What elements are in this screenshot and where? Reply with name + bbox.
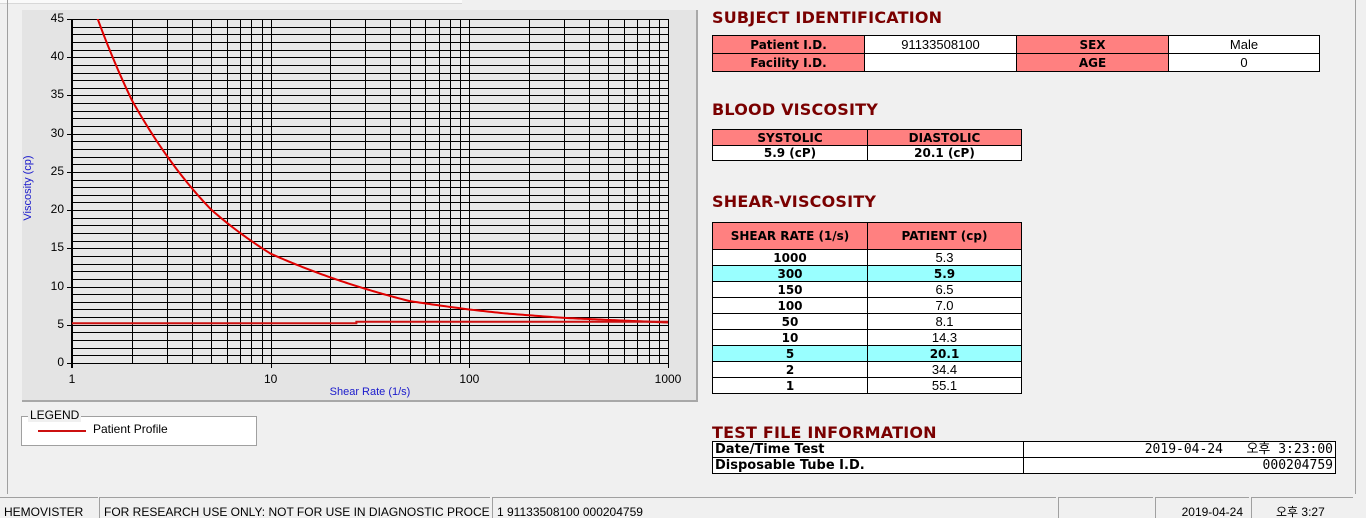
- facility-value: [864, 53, 1017, 72]
- patient-value-cell: 20.1: [867, 345, 1022, 362]
- shear-row: 300 5.9: [712, 265, 1022, 282]
- plot-area: [72, 19, 668, 363]
- sex-label: SEX: [1016, 35, 1169, 54]
- diastolic-value: 20.1 (cP): [867, 145, 1022, 161]
- shear-row: 50 8.1: [712, 313, 1022, 330]
- blood-title: BLOOD VISCOSITY: [712, 100, 879, 119]
- shear-rate-cell: 5: [712, 345, 868, 362]
- status-app: HEMOVISTER: [0, 497, 98, 518]
- legend-line-icon: [38, 430, 86, 432]
- grid: [67, 19, 669, 368]
- patient-value-cell: 8.1: [867, 313, 1022, 330]
- age-value: 0: [1168, 53, 1320, 72]
- x-tick-label: 100: [459, 372, 480, 386]
- datetime-value: 2019-04-24 오후 3:23:00: [1023, 441, 1336, 458]
- shear-row: 10 14.3: [712, 329, 1022, 346]
- y-tick-label: 45: [50, 11, 64, 25]
- patient-id-label: Patient I.D.: [712, 35, 865, 54]
- facility-label: Facility I.D.: [712, 53, 865, 72]
- shear-row: 5 20.1: [712, 345, 1022, 362]
- left-border: [7, 0, 8, 494]
- status-empty: [1058, 497, 1153, 518]
- shear-table: SHEAR RATE (1/s) PATIENT (cp) 1000 5.3 300 5…: [712, 222, 1022, 394]
- shear-rate-header: SHEAR RATE (1/s): [712, 222, 868, 250]
- shear-row: 1000 5.3: [712, 249, 1022, 266]
- y-tick-label: 15: [50, 240, 64, 255]
- status-date: 2019-04-24: [1155, 497, 1249, 518]
- shear-row: 2 34.4: [712, 361, 1022, 378]
- shear-title: SHEAR-VISCOSITY: [712, 192, 877, 211]
- top-strip: [0, 0, 462, 4]
- patient-id-value: 91133508100: [864, 35, 1017, 54]
- shear-rate-cell: 50: [712, 313, 868, 330]
- patient-profile-line: [96, 19, 668, 324]
- shear-rate-cell: 300: [712, 265, 868, 282]
- age-label: AGE: [1016, 53, 1169, 72]
- y-tick-label: 35: [50, 87, 64, 102]
- shear-rate-cell: 10: [712, 329, 868, 346]
- legend-title: LEGEND: [28, 408, 82, 422]
- y-tick-label: 10: [50, 278, 64, 293]
- shear-rate-cell: 2: [712, 361, 868, 378]
- viscosity-chart: [67, 19, 669, 368]
- y-tick-label: 20: [50, 202, 64, 217]
- y-tick-label: 5: [57, 316, 64, 331]
- subject-title: SUBJECT IDENTIFICATION: [712, 8, 943, 27]
- y-tick-label: 25: [50, 163, 64, 178]
- status-notice: FOR RESEARCH USE ONLY: NOT FOR USE IN DI…: [99, 497, 490, 518]
- shear-row: 150 6.5: [712, 281, 1022, 298]
- shear-rate-cell: 1000: [712, 249, 868, 266]
- y-tick-label: 0: [57, 355, 64, 369]
- patient-value-cell: 5.9: [867, 265, 1022, 282]
- patient-header: PATIENT (cp): [867, 222, 1022, 250]
- y-tick-label: 30: [50, 125, 64, 140]
- patient-value-cell: 55.1: [867, 377, 1022, 394]
- subject-table: Patient I.D. 91133508100 SEX Male Facility …: [712, 35, 1320, 72]
- shear-rate-cell: 100: [712, 297, 868, 314]
- legend-entry: Patient Profile: [93, 422, 168, 436]
- shear-row: 1 55.1: [712, 377, 1022, 394]
- reference-line: [72, 320, 668, 325]
- tube-label: Disposable Tube I.D.: [712, 457, 1024, 474]
- shear-rate-cell: 1: [712, 377, 868, 394]
- shear-row: 100 7.0: [712, 297, 1022, 314]
- y-axis-label: Viscosity (cp): [22, 155, 34, 221]
- patient-value-cell: 34.4: [867, 361, 1022, 378]
- status-time: 오후 3:27: [1251, 497, 1353, 518]
- patient-value-cell: 5.3: [867, 249, 1022, 266]
- sex-value: Male: [1168, 35, 1320, 54]
- systolic-value: 5.9 (cP): [712, 145, 868, 161]
- diastolic-label: DIASTOLIC: [867, 129, 1022, 146]
- systolic-label: SYSTOLIC: [712, 129, 868, 146]
- patient-value-cell: 7.0: [867, 297, 1022, 314]
- testfile-title: TEST FILE INFORMATION: [712, 423, 937, 442]
- x-tick-label: 1000: [654, 372, 682, 386]
- datetime-label: Date/Time Test: [712, 441, 1024, 458]
- y-tick-label: 40: [50, 49, 64, 64]
- patient-value-cell: 6.5: [867, 281, 1022, 298]
- shear-rate-cell: 150: [712, 281, 868, 298]
- patient-value-cell: 14.3: [867, 329, 1022, 346]
- right-border: [1355, 0, 1356, 494]
- status-record: 1 91133508100 000204759: [492, 497, 1056, 518]
- x-axis-label: Shear Rate (1/s): [329, 386, 411, 398]
- x-tick-label: 1: [68, 372, 76, 386]
- testfile-table: Date/Time Test 2019-04-24 오후 3:23:00 Disp…: [712, 441, 1336, 474]
- blood-table: SYSTOLIC DIASTOLIC 5.9 (cP) 20.1 (cP): [712, 129, 1022, 161]
- tube-value: 000204759: [1023, 457, 1336, 474]
- x-tick-label: 10: [263, 372, 278, 386]
